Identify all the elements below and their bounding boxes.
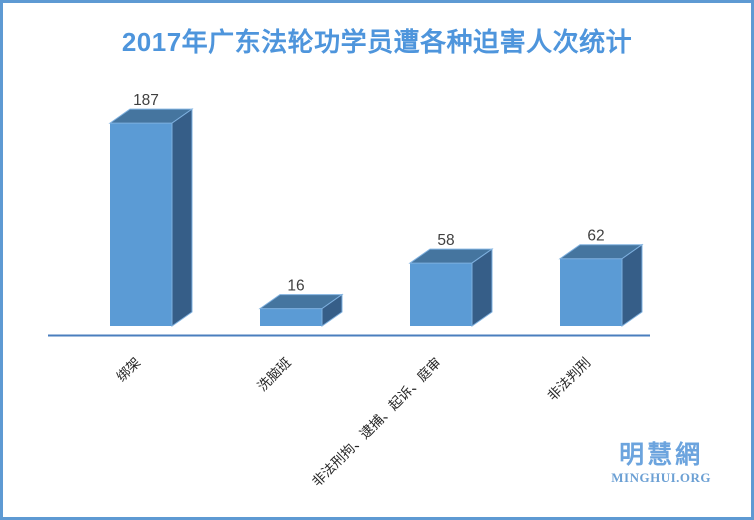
bar-value-label: 62 xyxy=(587,228,604,245)
bar-side-face xyxy=(471,248,493,327)
bar-front-face xyxy=(260,308,322,326)
bar-side-face xyxy=(171,108,193,327)
bar-front-face xyxy=(560,258,622,326)
minghui-logo: 明慧網 MINGHUI.ORG xyxy=(611,441,711,485)
chart-title: 2017年广东法轮功学员遭各种迫害人次统计 xyxy=(121,27,633,57)
logo-latin-text: MINGHUI.ORG xyxy=(611,470,711,485)
logo-chinese-text: 明慧網 xyxy=(619,441,704,469)
bar-value-label: 58 xyxy=(437,232,454,249)
bar-value-label: 16 xyxy=(287,278,304,295)
bar-value-label: 187 xyxy=(133,92,159,109)
bar-front-face xyxy=(110,123,172,326)
bar-front-face xyxy=(410,263,472,326)
bar-side-face xyxy=(621,243,643,327)
bar-side-face xyxy=(321,293,343,327)
